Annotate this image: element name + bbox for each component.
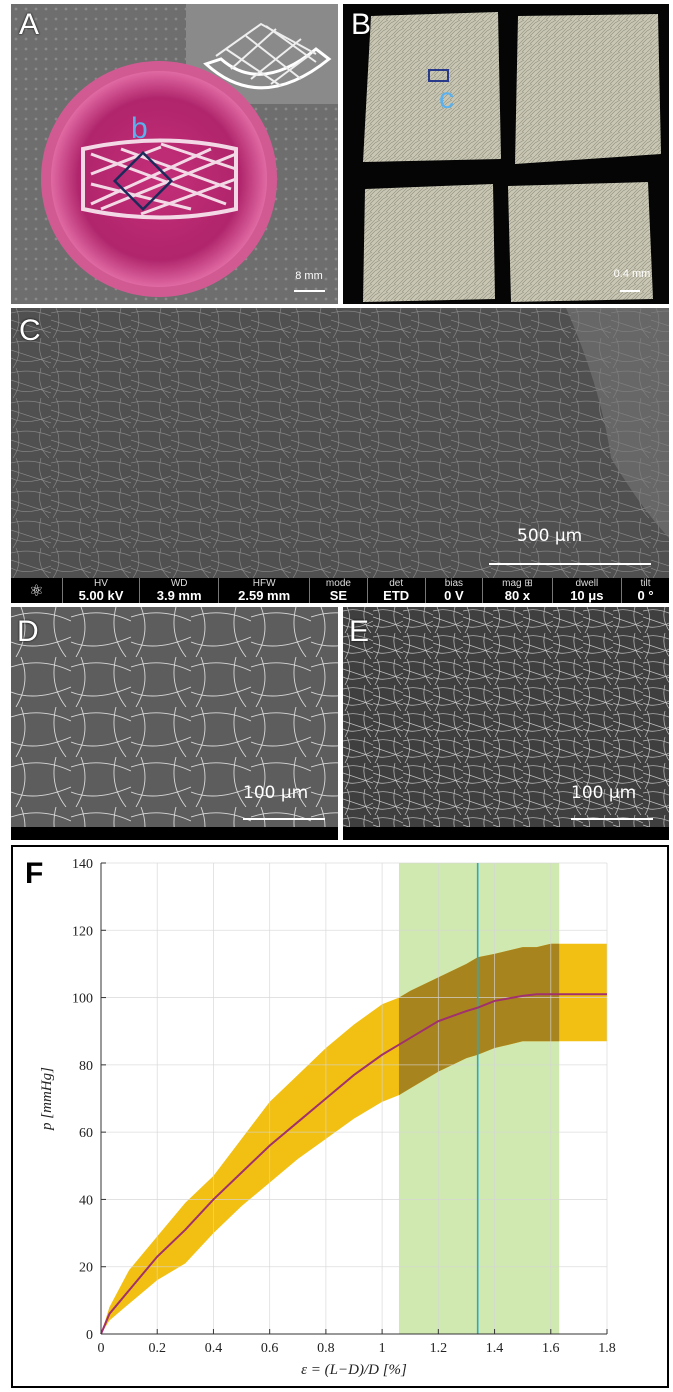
x-tick-label: 0.2 <box>148 1341 166 1356</box>
y-tick-label: 40 <box>79 1193 93 1208</box>
y-tick-label: 100 <box>72 992 93 1007</box>
region-b-label: b <box>131 112 148 145</box>
sem-info-bar: ⚛ HV 5.00 kV WD 3.9 mm HFW 2.59 mm mode SE d… <box>11 578 669 603</box>
x-tick-label: 1.6 <box>542 1341 560 1356</box>
panel-f: F 0 0.2 0.4 0.6 0.8 1 1.2 1.4 1.6 1.8 0 20 40 60 80 100… <box>11 845 669 1388</box>
mean-curve <box>100 993 607 1335</box>
info-dwell: dwell 10 μs <box>553 578 623 603</box>
panel-e: E 100 μm <box>343 607 669 840</box>
fei-logo-icon: ⚛ <box>29 582 44 600</box>
region-b-marker <box>112 150 174 212</box>
info-bias: bias 0 V <box>426 578 484 603</box>
panel-b-micrograph <box>343 4 669 304</box>
info-mag: mag ⊞ 80 x <box>483 578 553 603</box>
x-tick-label: 0.8 <box>317 1341 335 1356</box>
info-det: det ETD <box>368 578 426 603</box>
x-axis-label: ε = (L−D)/D [%] <box>301 1362 407 1378</box>
y-axis-label: p [mmHg] <box>39 1067 55 1131</box>
info-hfw: HFW 2.59 mm <box>219 578 311 603</box>
panel-a-photo <box>11 4 338 304</box>
x-tick-label: 1.2 <box>430 1341 448 1356</box>
x-tick-label: 1 <box>379 1341 386 1356</box>
y-tick-label: 80 <box>79 1059 93 1074</box>
panel-d: D 100 μm <box>11 607 338 840</box>
scale-e-text: 100 μm <box>571 783 637 803</box>
y-tick-label: 140 <box>72 857 93 872</box>
x-tick-label: 0 <box>98 1341 105 1356</box>
info-wd: WD 3.9 mm <box>140 578 220 603</box>
y-tick-label: 60 <box>79 1126 93 1141</box>
region-c-label: c <box>439 82 454 115</box>
x-tick-label: 0.6 <box>261 1341 279 1356</box>
info-mode: mode SE <box>310 578 368 603</box>
scale-a-text: 8 mm <box>295 270 323 282</box>
x-tick-label: 1.8 <box>598 1341 616 1356</box>
panel-c-sem <box>11 308 669 581</box>
panel-d-label: D <box>17 615 39 648</box>
panel-b: B c 0.4 mm <box>343 4 669 304</box>
panel-c: C 500 μm ⚛ HV 5.00 kV WD 3.9 mm HFW 2.59 mm… <box>11 308 669 603</box>
panel-a: A b 8 mm <box>11 4 338 304</box>
scale-c-text: 500 μm <box>517 526 583 546</box>
pressure-strain-chart: 0 0.2 0.4 0.6 0.8 1 1.2 1.4 1.6 1.8 0 20 40 60 80 100 12… <box>39 857 616 1378</box>
scale-d-text: 100 μm <box>243 783 309 803</box>
panel-e-sem <box>343 607 669 840</box>
x-tick-label: 0.4 <box>205 1341 223 1356</box>
sem-logo: ⚛ <box>11 578 63 603</box>
y-tick-label: 20 <box>79 1261 93 1276</box>
region-c-marker <box>428 69 449 82</box>
x-tick-label: 1.4 <box>486 1341 504 1356</box>
panel-c-label: C <box>19 314 41 347</box>
panel-f-label: F <box>25 857 44 890</box>
panel-d-sem <box>11 607 338 840</box>
y-tick-label: 0 <box>86 1328 93 1343</box>
panel-a-label: A <box>19 8 40 41</box>
scale-b-text: 0.4 mm <box>613 268 651 280</box>
panel-b-label: B <box>351 8 372 41</box>
info-tilt: tilt 0 ° <box>637 578 654 603</box>
panel-e-label: E <box>349 615 370 648</box>
info-hv: HV 5.00 kV <box>63 578 141 603</box>
band-overlap <box>398 943 560 1096</box>
y-tick-label: 120 <box>72 924 93 939</box>
highlight-region <box>398 863 560 1334</box>
